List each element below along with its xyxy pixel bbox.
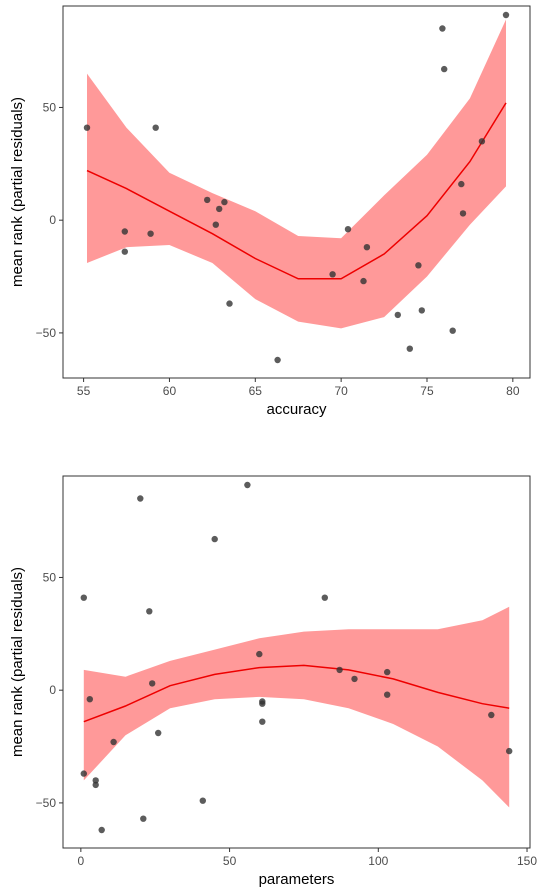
data-point bbox=[147, 230, 154, 237]
data-point bbox=[226, 300, 233, 307]
data-point bbox=[274, 356, 281, 364]
data-point bbox=[344, 226, 352, 233]
data-point bbox=[329, 271, 336, 278]
x-tick-label: 55 bbox=[77, 384, 91, 398]
data-point bbox=[406, 345, 413, 352]
x-tick-label: 70 bbox=[334, 384, 348, 398]
data-point bbox=[146, 608, 153, 615]
y-tick-label: −50 bbox=[36, 326, 57, 340]
data-point bbox=[121, 228, 128, 235]
y-tick-label: −50 bbox=[36, 796, 57, 810]
x-axis-title: accuracy bbox=[266, 401, 327, 418]
data-point bbox=[336, 666, 343, 674]
data-point bbox=[83, 124, 91, 131]
data-point bbox=[488, 711, 495, 719]
y-tick-label: 50 bbox=[43, 100, 57, 114]
data-point bbox=[449, 327, 456, 334]
data-point bbox=[204, 196, 211, 204]
data-point bbox=[439, 25, 446, 32]
data-point bbox=[458, 180, 465, 188]
data-point bbox=[418, 307, 425, 314]
data-point bbox=[155, 729, 162, 737]
data-point bbox=[363, 244, 371, 251]
x-tick-label: 60 bbox=[163, 384, 177, 398]
confidence-band bbox=[87, 19, 506, 329]
chart-panel-1: 55 60 65 70 75 80 −50 0 50 accuracy mean rank (par… bbox=[9, 5, 531, 418]
data-point bbox=[360, 277, 367, 285]
data-point bbox=[92, 777, 99, 784]
data-point bbox=[211, 535, 218, 543]
panel-border bbox=[62, 475, 531, 849]
x-tick-label: 50 bbox=[223, 854, 237, 868]
data-point bbox=[140, 815, 147, 822]
data-point bbox=[502, 11, 510, 19]
y-tick-label: 0 bbox=[49, 213, 56, 227]
chart-panel-2: 0 50 100 150 −50 0 50 parameters mean rank (part… bbox=[9, 475, 537, 888]
data-point bbox=[384, 668, 391, 676]
data-point bbox=[478, 138, 486, 145]
data-point bbox=[212, 221, 219, 228]
fit-line bbox=[83, 664, 510, 723]
x-tick-label: 100 bbox=[368, 854, 388, 868]
data-point bbox=[394, 311, 401, 319]
x-tick-label: 80 bbox=[506, 384, 520, 398]
data-point bbox=[199, 797, 206, 804]
y-tick-label: 50 bbox=[43, 570, 57, 584]
data-point bbox=[110, 738, 117, 746]
data-point bbox=[92, 781, 99, 789]
data-point bbox=[98, 826, 105, 834]
data-point bbox=[441, 65, 448, 73]
panel-border bbox=[62, 5, 531, 379]
confidence-band bbox=[83, 606, 510, 808]
y-axis-title: mean rank (partial residuals) bbox=[9, 567, 26, 757]
data-point bbox=[415, 262, 422, 269]
x-tick-label: 0 bbox=[78, 854, 85, 868]
x-axis-title: parameters bbox=[259, 871, 335, 888]
data-point bbox=[86, 696, 94, 703]
data-point bbox=[259, 700, 266, 707]
data-point bbox=[121, 248, 128, 255]
fit-line bbox=[86, 102, 507, 280]
data-point bbox=[221, 198, 228, 206]
data-point bbox=[137, 495, 144, 502]
data-point bbox=[459, 210, 467, 217]
x-tick-label: 75 bbox=[420, 384, 434, 398]
data-point bbox=[80, 594, 88, 601]
data-point bbox=[80, 770, 88, 777]
data-point bbox=[321, 594, 328, 601]
data-point bbox=[384, 691, 391, 698]
y-tick-label: 0 bbox=[49, 683, 56, 697]
data-point bbox=[259, 718, 266, 725]
data-point bbox=[152, 124, 159, 131]
x-tick-label: 65 bbox=[249, 384, 263, 398]
data-point bbox=[506, 747, 513, 755]
y-axis-title: mean rank (partial residuals) bbox=[9, 97, 26, 287]
data-point bbox=[216, 205, 223, 213]
data-point bbox=[351, 675, 358, 683]
data-point bbox=[149, 680, 156, 687]
data-point bbox=[244, 481, 251, 489]
x-tick-label: 150 bbox=[517, 854, 537, 868]
data-point bbox=[256, 650, 263, 658]
